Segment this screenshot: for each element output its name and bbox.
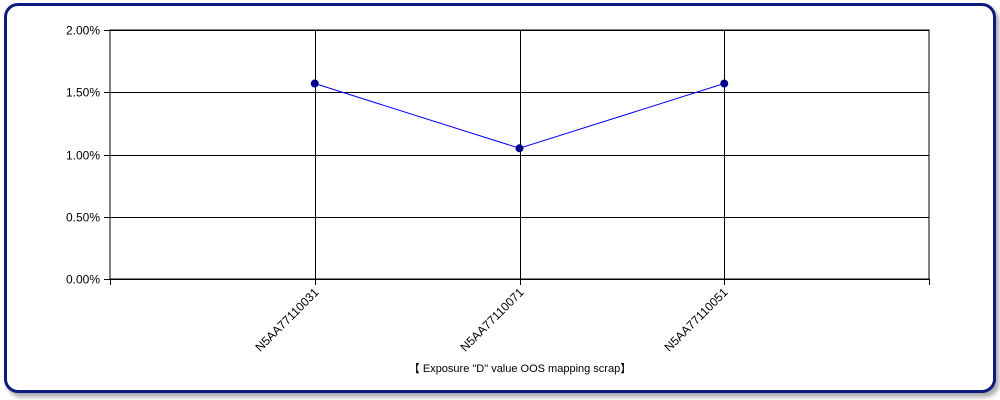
plot-area-border — [109, 29, 930, 280]
gridlines — [109, 29, 930, 285]
x-axis-title: 【 Exposure "D" value OOS mapping scrap】 — [409, 362, 631, 375]
series-line — [314, 83, 725, 149]
y-tick-label: 1.00% — [66, 149, 100, 163]
data-point — [720, 79, 729, 88]
y-tick-label: 2.00% — [66, 24, 100, 38]
x-tick-label: N5AA77110071 — [457, 285, 526, 354]
chart-frame — [4, 3, 996, 393]
y-tick-label: 1.50% — [66, 86, 100, 100]
data-point — [310, 79, 319, 88]
data-point — [515, 144, 524, 153]
x-tick-label: N5AA77110051 — [661, 285, 730, 354]
x-axis: N5AA77110031 N5AA77110071 N5AA77110051 — [110, 279, 930, 354]
x-tick-label: N5AA77110031 — [252, 285, 321, 354]
y-tick-label: 0.50% — [66, 211, 100, 225]
y-tick-label: 0.00% — [66, 273, 100, 287]
series-layer — [310, 79, 729, 153]
y-axis: 0.00% 0.50% 1.00% 1.50% 2.00% — [66, 24, 110, 287]
